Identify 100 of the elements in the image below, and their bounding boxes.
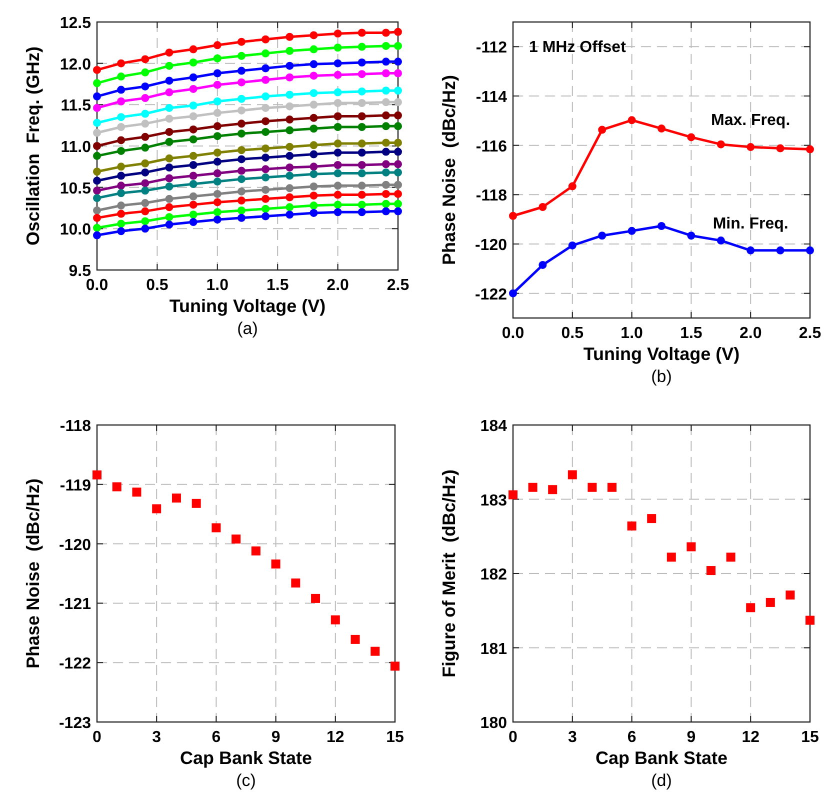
point <box>117 59 126 68</box>
point <box>310 141 318 150</box>
point <box>358 140 366 148</box>
point <box>350 634 360 644</box>
point <box>334 122 342 131</box>
point <box>189 135 198 144</box>
point <box>192 498 201 508</box>
point <box>251 546 260 556</box>
point <box>92 470 102 480</box>
point <box>358 42 366 51</box>
point <box>262 144 270 152</box>
point <box>310 192 318 200</box>
point <box>568 470 577 480</box>
point <box>165 203 174 212</box>
point <box>334 88 342 96</box>
point <box>117 162 126 171</box>
text: (a) <box>237 319 258 338</box>
point <box>237 206 246 214</box>
y-tick-label: 184 <box>480 418 508 435</box>
x-tick-label: 1.0 <box>206 277 229 294</box>
point <box>358 58 366 67</box>
point <box>189 161 198 170</box>
y-tick-label: 182 <box>480 566 508 584</box>
point <box>93 128 101 137</box>
point <box>334 169 342 178</box>
y-tick-label: -123 <box>58 715 92 732</box>
point <box>334 44 342 52</box>
point <box>262 64 270 72</box>
point <box>172 494 181 503</box>
point <box>394 160 402 168</box>
point <box>262 92 270 100</box>
point <box>237 214 246 222</box>
point <box>117 227 126 236</box>
point <box>141 159 150 168</box>
point <box>394 180 402 189</box>
point <box>213 132 222 140</box>
point <box>93 231 101 240</box>
point <box>165 104 174 112</box>
point <box>382 69 390 78</box>
point <box>382 200 390 208</box>
point <box>117 202 126 210</box>
point <box>330 615 340 624</box>
point <box>262 212 270 220</box>
point <box>291 578 300 588</box>
point <box>310 31 318 40</box>
point <box>237 94 246 103</box>
point <box>382 42 390 50</box>
annotation: 1 MHz Offset <box>529 39 627 56</box>
point <box>117 136 126 144</box>
x-tick-label: 3 <box>568 729 577 746</box>
point <box>213 122 222 130</box>
point <box>394 190 402 198</box>
point <box>358 70 366 78</box>
point <box>165 128 174 136</box>
point <box>262 204 270 213</box>
x-tick-label: 2.0 <box>739 325 762 342</box>
point <box>394 168 402 176</box>
point <box>93 142 101 150</box>
point <box>687 133 696 142</box>
x-axis-title: Tuning Voltage (V) <box>169 296 326 316</box>
y-tick-label: 11.5 <box>60 98 92 115</box>
y-tick-label: -118 <box>60 418 92 435</box>
x-tick-label: 1.5 <box>680 325 702 342</box>
point <box>310 100 318 109</box>
point <box>286 172 294 180</box>
y-axis-title: Phase Noise (dBc/Hz) <box>23 478 43 669</box>
point <box>382 180 390 189</box>
point <box>776 246 784 254</box>
point <box>334 208 342 216</box>
point <box>334 161 342 170</box>
point <box>806 145 814 154</box>
point <box>286 102 294 110</box>
point <box>213 158 222 166</box>
point <box>286 73 294 82</box>
point <box>141 186 150 195</box>
point <box>213 54 222 62</box>
point <box>237 130 246 138</box>
point <box>271 559 280 568</box>
x-axis-title: Tuning Voltage (V) <box>583 344 740 364</box>
y-axis-title: Phase Noise (dBc/Hz) <box>439 74 459 266</box>
point <box>165 88 174 96</box>
point <box>141 55 150 64</box>
point <box>189 200 198 209</box>
y-tick-label: -116 <box>476 138 508 156</box>
point <box>152 504 162 514</box>
point <box>237 155 246 164</box>
point <box>117 146 126 155</box>
point <box>568 182 576 190</box>
point <box>262 165 270 174</box>
point <box>394 122 402 130</box>
point <box>382 122 390 130</box>
point <box>262 128 270 136</box>
point <box>286 62 294 70</box>
point <box>141 120 150 128</box>
point <box>93 206 101 214</box>
y-tick-label: 10.0 <box>60 222 92 239</box>
point <box>394 148 402 156</box>
y-tick-label: 11.0 <box>60 139 92 156</box>
point <box>310 72 318 80</box>
point <box>358 169 366 178</box>
